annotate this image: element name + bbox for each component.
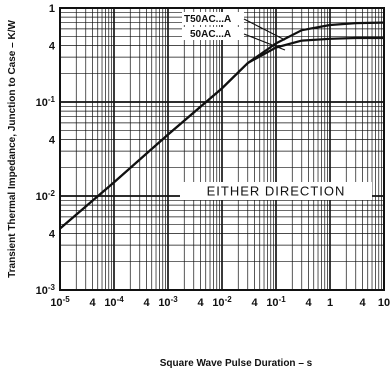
y-tick-labels: 1 4 10-1 4 10-2 4 10-3 [36, 3, 56, 297]
x-tick-label: 10-1 [266, 295, 286, 309]
x-tick-label: 4 [305, 297, 312, 309]
series-label-2: 50AC...A [190, 29, 231, 40]
x-tick-label: 1 [327, 297, 333, 309]
x-tick-label: 10-4 [104, 295, 124, 309]
x-tick-label: 4 [143, 297, 150, 309]
series-label-background-1 [182, 12, 244, 25]
x-tick-label: 4 [359, 297, 366, 309]
series-leader-1 [243, 18, 286, 41]
annotation-background [180, 182, 372, 200]
grid [59, 7, 385, 291]
x-tick-label: 4 [197, 297, 204, 309]
x-axis-title: Square Wave Pulse Duration – s [160, 358, 313, 369]
y-tick-label: 10-1 [36, 95, 56, 109]
y-tick-label: 4 [49, 228, 56, 240]
curves [59, 21, 385, 230]
y-tick-label: 10-2 [36, 189, 56, 203]
series-label-1: T50AC...A [184, 14, 231, 25]
series-label-background-2 [182, 27, 244, 40]
x-tick-label: 4 [89, 297, 96, 309]
x-tick-label: 10-2 [212, 295, 232, 309]
plot-frame [59, 7, 385, 291]
series-leader-2 [243, 33, 286, 51]
y-tick-label: 10-3 [36, 283, 56, 297]
x-tick-label: 10 [378, 297, 390, 309]
x-tick-label: 10-3 [158, 295, 178, 309]
annotation-either-direction: EITHER DIRECTION [207, 184, 346, 199]
y-tick-label: 4 [49, 40, 56, 52]
x-tick-label: 10-5 [50, 295, 70, 309]
y-tick-label: 4 [49, 134, 56, 146]
x-tick-labels: 10-5 4 10-4 4 10-3 4 10-2 4 10-1 4 1 4 10 [50, 295, 390, 309]
y-tick-label: 1 [49, 3, 55, 15]
y-axis-title: Transient Thermal Impedance, Junction to… [7, 20, 18, 278]
series-line-2 [59, 36, 384, 230]
x-tick-label: 4 [251, 297, 258, 309]
